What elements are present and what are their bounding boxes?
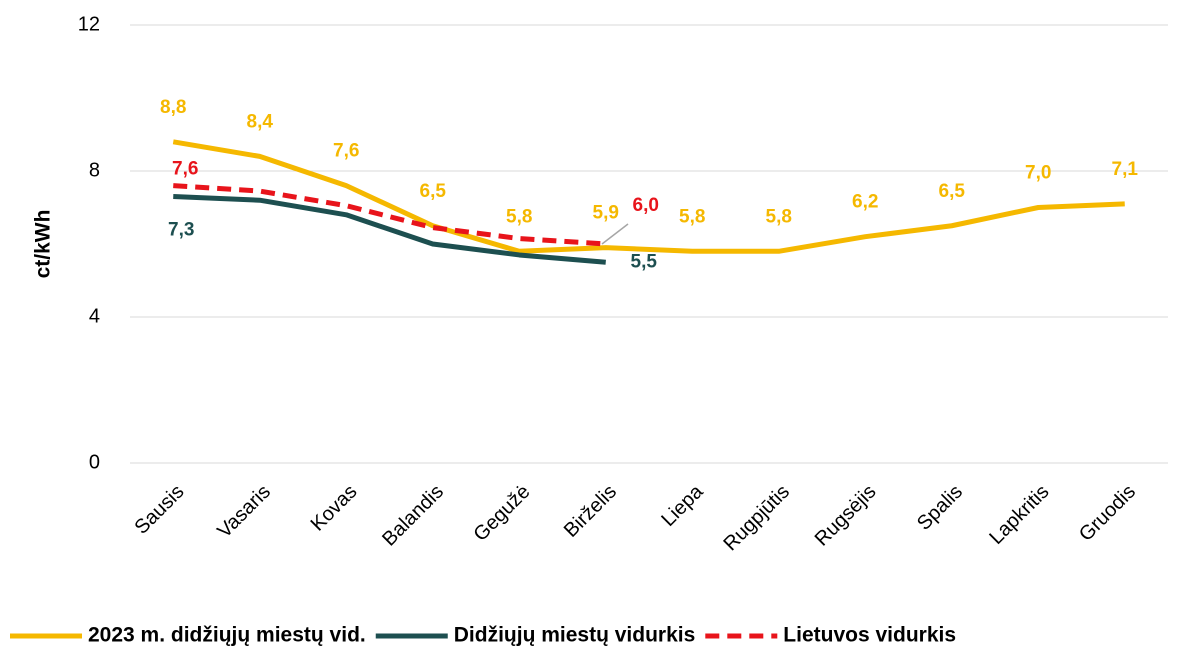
x-tick-label: Birželis	[560, 481, 621, 542]
data-label: 7,1	[1112, 159, 1139, 180]
data-label: 5,8	[679, 206, 705, 227]
data-label: 5,9	[593, 203, 619, 224]
x-tick-label: Lapkritis	[985, 481, 1053, 549]
legend-label: Didžiųjų miestų vidurkis	[454, 624, 696, 647]
data-label: 5,8	[506, 206, 532, 227]
x-tick-label: Liepa	[657, 480, 708, 531]
y-tick-label: 8	[89, 159, 100, 181]
data-label: 6,0	[633, 195, 659, 216]
data-label: 8,8	[160, 97, 186, 118]
data-label: 6,5	[939, 181, 966, 202]
y-tick-label: 0	[89, 451, 100, 473]
leader-line	[601, 223, 629, 245]
series-line	[173, 183, 606, 247]
x-tick-label: Gegužė	[469, 481, 534, 546]
x-tick-label: Vasaris	[213, 481, 275, 543]
series-line	[172, 139, 1125, 254]
series-line	[173, 194, 606, 265]
data-label: 8,4	[247, 111, 274, 132]
x-tick-label: Balandis	[378, 481, 448, 551]
x-tick-label: Rugpjūtis	[719, 481, 794, 556]
y-axis-label: ct/kWh	[32, 210, 55, 279]
data-label: 7,3	[168, 220, 194, 241]
data-label: 7,0	[1025, 163, 1051, 184]
legend-label: 2023 m. didžiųjų miestų vid.	[88, 624, 366, 647]
x-tick-label: Spalis	[913, 481, 967, 535]
x-tick-label: Kovas	[307, 481, 362, 536]
data-label: 6,2	[852, 192, 878, 213]
x-tick-label: Sausis	[131, 481, 189, 539]
y-tick-label: 12	[78, 13, 100, 35]
x-tick-label: Gruodis	[1075, 481, 1140, 546]
x-tick-label: Rugsėjis	[811, 481, 881, 551]
data-label: 5,8	[766, 206, 792, 227]
data-label: 7,6	[333, 141, 359, 162]
data-label: 7,6	[172, 159, 198, 180]
legend-label: Lietuvos vidurkis	[783, 624, 956, 647]
y-tick-label: 4	[89, 305, 100, 327]
data-label: 6,5	[420, 181, 447, 202]
data-label: 5,5	[631, 251, 658, 272]
